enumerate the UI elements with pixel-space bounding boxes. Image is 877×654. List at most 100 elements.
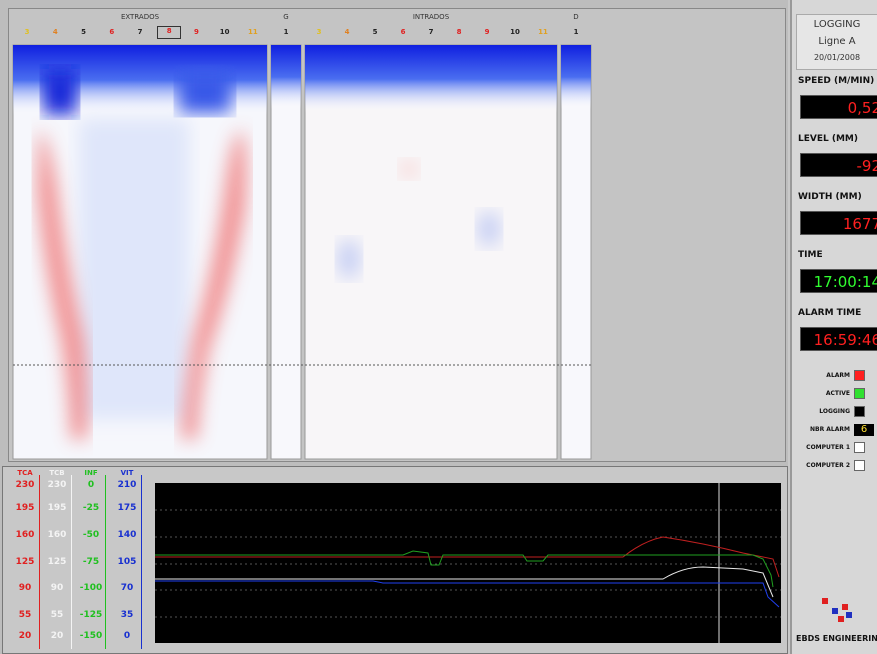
axis-rule <box>141 475 142 649</box>
grid <box>155 509 781 618</box>
axis-tick-label: -75 <box>82 557 100 567</box>
column-label: 3 <box>24 28 30 36</box>
column-label: 11 <box>248 28 258 36</box>
axis-tick-label: 0 <box>87 480 95 490</box>
axis-tick-label: 20 <box>50 631 64 641</box>
column-label: 5 <box>372 28 378 36</box>
axis-tick-label: -50 <box>82 530 100 540</box>
axis-tick-label: -150 <box>79 631 103 641</box>
axis-tick-label: 210 <box>117 480 137 490</box>
logo-square <box>822 598 828 604</box>
column-label: 6 <box>400 28 406 36</box>
brand: EBDS ENGINEERING <box>796 634 877 643</box>
axis-tick-label: -100 <box>79 583 103 593</box>
heatmap <box>12 44 592 460</box>
status-indicator <box>854 442 865 453</box>
axis-tick-label: 55 <box>18 610 32 620</box>
column-label: 11 <box>538 28 548 36</box>
logo-square <box>838 616 844 622</box>
axis-tick-label: 195 <box>15 503 35 513</box>
axis-tick-label: 105 <box>117 557 137 567</box>
readout-value: 16:59:46 <box>800 327 877 351</box>
column-label: 9 <box>194 28 199 36</box>
axis-tick-label: 160 <box>15 530 35 540</box>
column-label: 4 <box>344 28 350 36</box>
header-box <box>796 14 877 70</box>
column-label: 10 <box>510 28 520 36</box>
axis-tick-label: 230 <box>15 480 35 490</box>
logo-square <box>842 604 848 610</box>
axis-name: VIT <box>120 469 134 477</box>
d-panel <box>560 44 592 460</box>
intrados-panel <box>304 44 558 460</box>
axis-rule <box>39 475 40 649</box>
column-label: 5 <box>81 28 86 36</box>
axis-tick-label: 90 <box>18 583 32 593</box>
readout-label: WIDTH (MM) <box>798 192 862 202</box>
readout-label: SPEED (M/MIN) <box>798 76 875 86</box>
header-line: LOGGING <box>813 19 861 30</box>
logo-square <box>846 612 852 618</box>
trace-tcb <box>155 566 774 598</box>
status-indicator <box>854 370 865 381</box>
status-label: ACTIVE <box>825 390 850 397</box>
extrados-panel <box>12 44 268 460</box>
axis-rule <box>71 475 72 649</box>
axis-tick-label: -125 <box>79 610 103 620</box>
column-label: 8 <box>456 28 462 36</box>
axis-tick-label: 55 <box>50 610 64 620</box>
readout-label: LEVEL (MM) <box>798 134 859 144</box>
section-title: EXTRADOS <box>120 13 160 21</box>
logo <box>822 596 862 626</box>
column-label: 3 <box>316 28 322 36</box>
axis-tick-label: 160 <box>47 530 67 540</box>
g-panel <box>270 44 302 460</box>
logo-square <box>832 608 838 614</box>
trend-frame: TCA 230 195 160 125 90 55 20 TCB 230 195 160 125 90 55… <box>2 466 788 654</box>
axis-tick-label: 175 <box>117 503 137 513</box>
axis-name: TCA <box>17 469 33 477</box>
header-line: 20/01/2008 <box>813 53 861 62</box>
heatmap-frame: EXTRADOS 3 4 5 6 7 8 9 10 11 G 1 INTRADOS 3 4 5 6 7 8 9 10 11… <box>8 8 786 462</box>
status-indicator <box>854 406 865 417</box>
readout-value: 1677 <box>800 211 877 235</box>
axis-tick-label: -25 <box>82 503 100 513</box>
status-label: LOGGING <box>819 408 850 415</box>
status-label: ALARM <box>826 372 850 379</box>
column-label: 9 <box>484 28 490 36</box>
readout-label: ALARM TIME <box>798 308 862 318</box>
readout-value: -92 <box>800 153 877 177</box>
readout-value: 17:00:14 <box>800 269 877 293</box>
axis-tick-label: 35 <box>120 610 134 620</box>
readout-label: TIME <box>798 250 823 260</box>
axis-tick-label: 140 <box>117 530 137 540</box>
readout-value: 0,52 <box>800 95 877 119</box>
column-label: 1 <box>573 28 579 36</box>
plot-area <box>155 483 781 643</box>
column-label: 1 <box>283 28 289 36</box>
column-label: 4 <box>52 28 58 36</box>
section-title: INTRADOS <box>412 13 450 21</box>
column-label: 10 <box>219 28 230 36</box>
axis-tick-label: 0 <box>123 631 131 641</box>
header-line: Ligne A <box>818 36 856 47</box>
axis-tick-label: 195 <box>47 503 67 513</box>
section-title: G <box>283 13 289 21</box>
section-title: D <box>573 13 579 21</box>
column-label: 7 <box>428 28 434 36</box>
axis-tick-label: 20 <box>18 631 32 641</box>
column-label: 8 <box>157 26 182 39</box>
status-label: COMPUTER 2 <box>806 462 850 469</box>
column-label: 6 <box>109 28 115 36</box>
trace-inf <box>155 550 774 588</box>
axis-rule <box>105 475 106 649</box>
status-indicator <box>854 460 865 471</box>
axis-tick-label: 230 <box>47 480 67 490</box>
axis-tick-label: 90 <box>50 583 64 593</box>
status-label: COMPUTER 1 <box>806 444 850 451</box>
side-panel: LOGGING Ligne A 20/01/2008 SPEED (M/MIN) 0,5… <box>790 0 877 654</box>
axis-tick-label: 125 <box>15 557 35 567</box>
trend-plot <box>155 483 781 643</box>
